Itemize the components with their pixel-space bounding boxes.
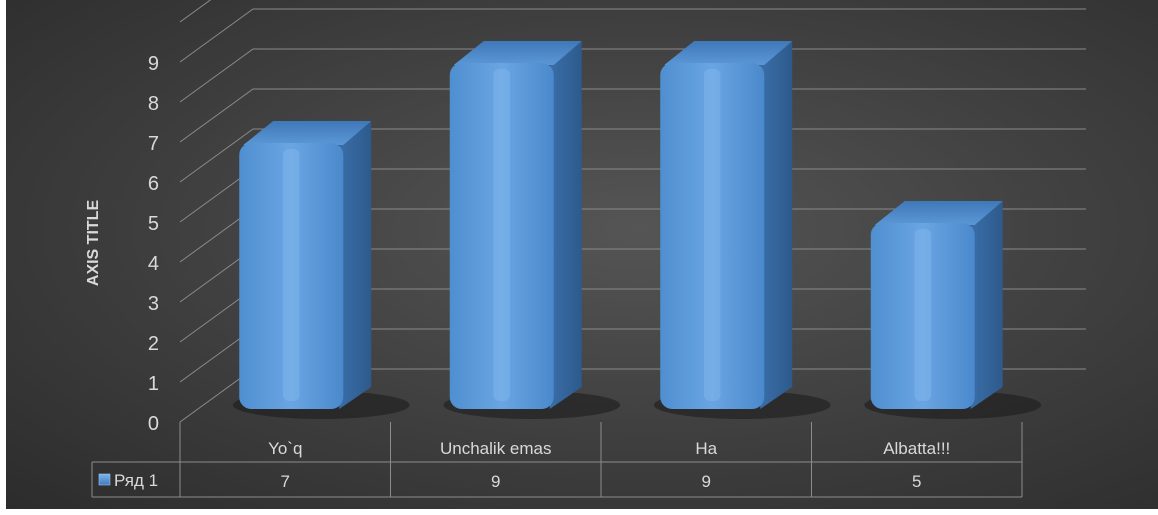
bar-side	[339, 121, 372, 409]
table-value: 5	[912, 472, 921, 491]
bar-top	[243, 121, 372, 145]
table-value: 7	[281, 472, 290, 491]
y-tick-label: 4	[148, 253, 159, 275]
bar-highlight	[282, 149, 300, 401]
table-value: 9	[702, 472, 711, 491]
bar	[653, 41, 831, 419]
bar-highlight	[493, 69, 511, 401]
bar-top	[664, 41, 793, 65]
bar-highlight	[703, 69, 721, 401]
data-table: Yo`q Unchalik emas Ha Albatta!!! 7 9 9 5 Ряд 1	[91, 422, 1023, 498]
bar-side	[760, 41, 793, 409]
bar-front	[239, 143, 344, 409]
y-tick-label: 7	[148, 133, 159, 155]
bars	[232, 41, 1042, 419]
bar	[864, 201, 1042, 419]
bar-highlight	[914, 229, 932, 401]
bar-front	[870, 223, 975, 409]
y-tick-label: 1	[148, 373, 159, 395]
gridline	[179, 48, 1086, 103]
gridline	[179, 128, 1086, 183]
bar-front	[660, 63, 765, 409]
bar-top	[453, 41, 582, 65]
bar-front	[449, 63, 554, 409]
bar	[443, 41, 621, 419]
gridline	[179, 0, 212, 23]
y-tick-label: 3	[148, 293, 159, 315]
y-axis-ticks: 0 1 2 3 4 5 6 7 8 9	[148, 53, 159, 435]
legend-key	[98, 473, 111, 486]
y-tick-label: 2	[148, 333, 159, 355]
gridline	[179, 8, 1086, 63]
bar-top	[874, 201, 1003, 225]
category-label: Unchalik emas	[440, 439, 552, 458]
bar	[232, 121, 410, 419]
y-tick-label: 0	[148, 413, 159, 435]
category-label: Yo`q	[268, 439, 302, 458]
gridline	[179, 88, 1086, 143]
category-label: Ha	[695, 439, 717, 458]
category-label: Albatta!!!	[883, 439, 950, 458]
y-tick-label: 8	[148, 93, 159, 115]
y-axis-title: AXIS TITLE	[85, 200, 102, 287]
y-tick-label: 5	[148, 213, 159, 235]
bar-side	[549, 41, 582, 409]
y-tick-label: 6	[148, 173, 159, 195]
table-value: 9	[491, 472, 500, 491]
legend-series-name: Ряд 1	[114, 471, 158, 490]
chart-area: 0 1 2 3 4 5 6 7 8 9 Yo`q Unchalik emas Ha Albatta!!!…	[6, 0, 1158, 509]
bar-side	[970, 201, 1003, 409]
bar-chart: 0 1 2 3 4 5 6 7 8 9 Yo`q Unchalik emas Ha Albatta!!!…	[85, 0, 1086, 498]
y-tick-label: 9	[148, 53, 159, 75]
